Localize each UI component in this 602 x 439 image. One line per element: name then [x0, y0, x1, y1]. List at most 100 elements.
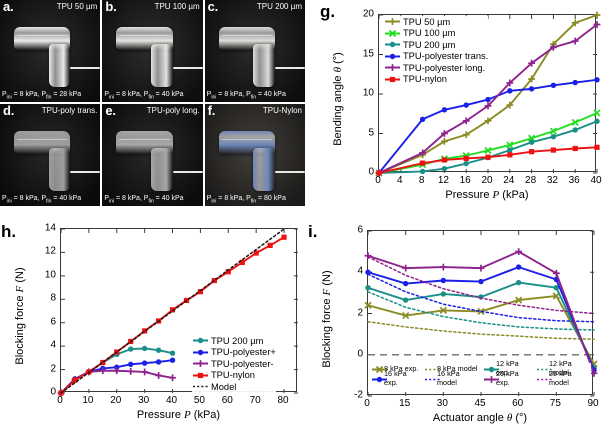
y-tick-label: 14 — [44, 222, 56, 234]
legend-item[interactable]: TPU 200 µm — [192, 335, 276, 347]
legend-label: Model — [211, 381, 237, 392]
x-tick-label: 30 — [436, 398, 448, 409]
y-tick-label: 0 — [50, 386, 56, 398]
legend-marker-icon — [536, 364, 552, 373]
y-tick-label: 2 — [357, 307, 363, 318]
legend-marker-icon — [371, 374, 387, 383]
legend-item[interactable]: 16 kPa model — [424, 369, 479, 387]
photo-panel-letter: e. — [105, 104, 116, 118]
y-tick-label: 0 — [368, 166, 374, 178]
legend-label: TPU 100 µm — [403, 28, 456, 39]
legend-item[interactable]: TPU 100 µm — [384, 28, 488, 40]
x-tick-label: 75 — [549, 398, 561, 409]
legend-marker-icon — [192, 358, 209, 369]
y-tick-label: -2 — [354, 389, 363, 401]
x-tick-label: 0 — [57, 395, 63, 406]
photo-panel-title: TPU 50 µm — [56, 2, 98, 11]
actuator-crease — [221, 34, 273, 36]
photo-panel-title: TPU-poly trans. — [41, 106, 98, 115]
legend-item[interactable]: 20 kPa exp. — [483, 369, 532, 387]
legend-item[interactable]: TPU-polyester- — [192, 358, 276, 370]
actuator-lower-arm — [253, 148, 276, 191]
actuator-lower-arm — [48, 44, 71, 87]
x-tick-label: 45 — [474, 398, 486, 409]
photo-pressure-caption: Pini = 8 kPa, Pfin = 40 kPa — [104, 90, 184, 100]
actuator-crease — [221, 138, 273, 140]
photo-panel-b: b. TPU 100 µm Pini = 8 kPa, Pfin = 40 kPa — [102, 0, 203, 102]
legend-label: TPU-polyester trans. — [403, 51, 489, 62]
y-tick-label: 2 — [50, 363, 56, 375]
legend-marker-icon — [424, 364, 440, 373]
legend-label: 8 kPa exp. — [384, 363, 419, 373]
legend-label: TPU-nylon — [211, 370, 255, 381]
x-tick-label: 36 — [568, 175, 580, 186]
legend-item[interactable]: 16 kPa exp. — [371, 369, 420, 387]
actuator-lower-arm — [48, 148, 71, 191]
x-tick-label: 8 — [418, 175, 425, 186]
photo-pressure-caption: Pini = 8 kPa, Pfin = 80 kPa — [206, 194, 286, 204]
y-tick-label: 20 — [362, 8, 374, 20]
legend-label: TPU 200 µm — [403, 39, 456, 50]
x-axis-label: Pressure P (kPa) — [136, 409, 221, 421]
panel-g-chart: g. 0 4 8 12 16 20 24 28 32 36 40 0 5 10 15 20 Pressure P… — [318, 2, 602, 208]
plot-area-h — [57, 228, 298, 397]
legend-item[interactable]: 20 kPa model — [536, 369, 591, 387]
legend-item[interactable]: Model — [192, 381, 276, 393]
chart-legend: TPU 200 µm TPU-polyester+ TPU-polyester- TP… — [192, 335, 276, 393]
legend-marker-icon — [192, 347, 209, 358]
x-tick-label: 90 — [587, 398, 599, 409]
photo-panel-letter: a. — [3, 0, 14, 14]
legend-item[interactable]: 8 kPa exp. — [371, 363, 420, 373]
actuator-crease — [16, 34, 68, 36]
photo-panel-letter: f. — [207, 104, 216, 118]
photo-panel-title: TPU-poly long. — [146, 106, 200, 115]
actuator-lower-arm — [253, 44, 276, 87]
panel-h-letter: h. — [1, 222, 17, 241]
y-tick-label: 6 — [50, 316, 56, 328]
y-axis-label: Blocking force F (N) — [14, 267, 26, 365]
y-tick-label: 12 — [44, 245, 56, 257]
y-axis-label: Blocking force F (N) — [321, 269, 333, 368]
panel-h-chart: h. 0 10 20 30 40 50 60 70 80 0 2 4 6 8 10 12 14 Pressure … — [0, 208, 305, 439]
legend-item[interactable]: TPU-polyester+ — [192, 347, 276, 359]
legend-item[interactable]: 12 kPa exp. — [483, 359, 532, 377]
photo-panel-c: c. TPU 200 µm Pini = 8 kPa, Pfin = 40 kPa — [204, 0, 305, 102]
legend-item[interactable]: TPU 50 µm — [384, 16, 488, 28]
actuator-lower-arm — [151, 148, 173, 191]
photo-panel-title: TPU-Nylon — [262, 106, 302, 115]
soft-actuator — [14, 26, 86, 87]
legend-marker-icon — [371, 364, 387, 373]
y-tick-label: 10 — [362, 87, 374, 99]
x-tick-label: 70 — [249, 395, 261, 406]
photo-pressure-caption: Pini = 8 kPa, Pfin = 40 kPa — [206, 90, 286, 100]
legend-item[interactable]: TPU-nylon — [192, 370, 276, 382]
legend-marker-icon — [384, 74, 401, 85]
legend-item[interactable]: TPU-polyester long. — [384, 62, 488, 74]
x-tick-label: 15 — [399, 398, 411, 409]
y-axis-label: Bending angle θ (°) — [332, 52, 344, 146]
legend-label: 20 kPa model — [548, 369, 572, 387]
legend-label: TPU-nylon — [403, 74, 447, 85]
soft-actuator — [14, 130, 86, 191]
actuator-crease — [16, 138, 68, 140]
x-tick-label: 40 — [590, 175, 602, 186]
legend-item[interactable]: TPU-polyester trans. — [384, 51, 488, 63]
photo-panel-f: f. TPU-Nylon Pini = 8 kPa, Pfin = 80 kPa — [204, 104, 305, 206]
x-tick-label: 4 — [397, 175, 403, 186]
x-tick-label: 24 — [503, 175, 515, 186]
legend-item[interactable]: 8 kPa model — [424, 363, 479, 373]
y-tick-label: 8 — [50, 292, 56, 304]
chart-legend: TPU 50 µm TPU 100 µm TPU 200 µm TPU-polyest… — [384, 16, 489, 86]
pneumatic-tube — [70, 171, 101, 174]
soft-actuator — [218, 26, 291, 87]
legend-item[interactable]: 12 kPa model — [536, 359, 591, 377]
actuator-lower-arm — [151, 44, 173, 87]
legend-item[interactable]: TPU 200 µm — [384, 39, 488, 51]
legend-marker-icon — [384, 16, 401, 27]
actuator-crease — [119, 34, 170, 36]
legend-label: 12 kPa exp. — [495, 359, 519, 377]
legend-marker-icon — [384, 62, 401, 73]
legend-item[interactable]: TPU-nylon — [384, 74, 488, 86]
legend-label: TPU-polyester- — [211, 358, 274, 369]
